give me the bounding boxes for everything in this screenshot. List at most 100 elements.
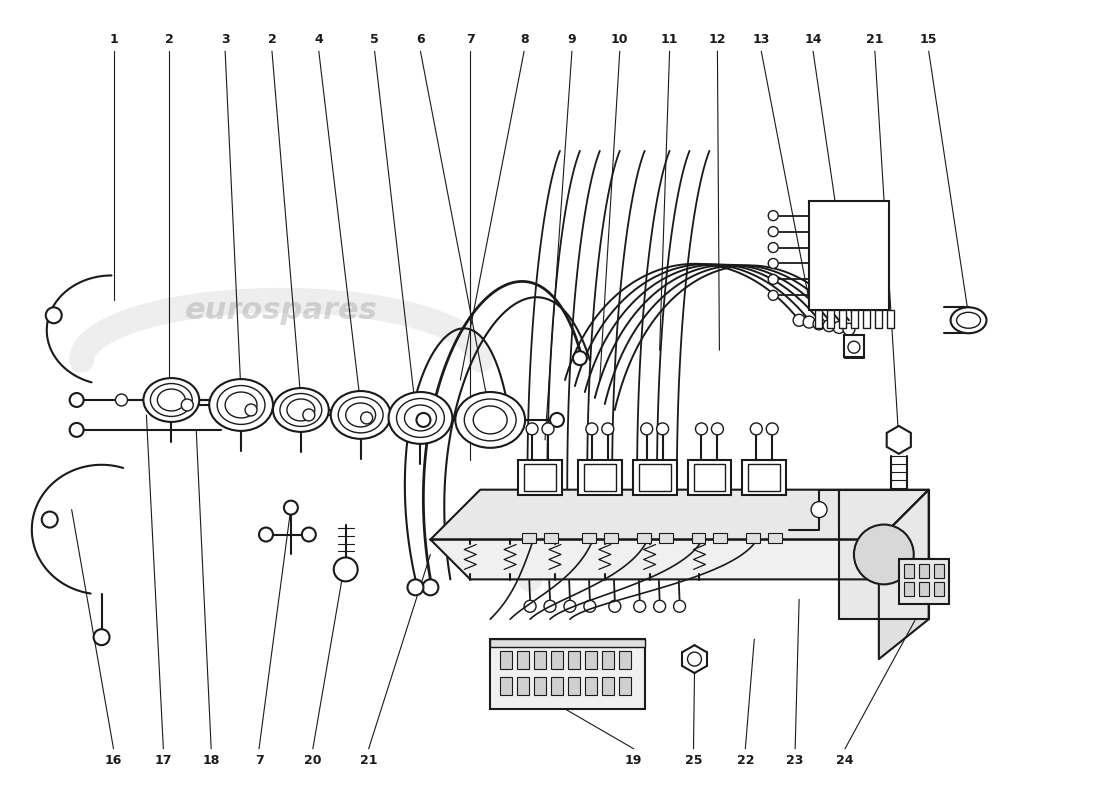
Bar	[491, 639, 645, 709]
Circle shape	[422, 579, 439, 595]
Text: 2: 2	[165, 33, 174, 46]
Circle shape	[416, 408, 429, 422]
Bar	[585, 651, 597, 669]
Ellipse shape	[273, 388, 329, 432]
Text: 9: 9	[568, 33, 576, 46]
Text: 13: 13	[752, 33, 770, 46]
Bar	[568, 651, 580, 669]
Text: 7: 7	[254, 754, 263, 767]
Circle shape	[224, 393, 238, 407]
Circle shape	[284, 501, 298, 514]
Circle shape	[750, 423, 762, 435]
Circle shape	[586, 423, 597, 435]
Text: 12: 12	[708, 33, 726, 46]
Ellipse shape	[151, 383, 192, 417]
Circle shape	[768, 210, 778, 221]
Circle shape	[673, 600, 685, 612]
Bar	[639, 464, 671, 490]
Bar	[602, 677, 614, 695]
Circle shape	[653, 600, 666, 612]
Text: 18: 18	[202, 754, 220, 767]
Bar	[918, 565, 928, 578]
Text: 14: 14	[804, 33, 822, 46]
Polygon shape	[839, 490, 928, 619]
Circle shape	[354, 403, 367, 417]
Bar	[585, 677, 597, 695]
Circle shape	[768, 226, 778, 237]
Circle shape	[573, 351, 587, 365]
Bar	[604, 533, 618, 542]
Bar	[693, 464, 725, 490]
Circle shape	[94, 630, 110, 645]
Bar	[535, 651, 546, 669]
Circle shape	[302, 409, 315, 421]
Bar	[517, 651, 529, 669]
Text: 10: 10	[610, 33, 628, 46]
Text: 20: 20	[304, 754, 321, 767]
Bar	[692, 533, 705, 542]
Ellipse shape	[157, 389, 185, 411]
Bar	[862, 310, 870, 328]
Circle shape	[602, 423, 614, 435]
Ellipse shape	[957, 312, 980, 328]
Circle shape	[843, 323, 855, 335]
Circle shape	[69, 393, 84, 407]
Circle shape	[69, 423, 84, 437]
Circle shape	[768, 242, 778, 253]
Ellipse shape	[473, 406, 507, 434]
Circle shape	[544, 600, 556, 612]
Text: 4: 4	[315, 33, 323, 46]
Bar	[810, 201, 889, 310]
Text: eurospares: eurospares	[185, 296, 377, 325]
Ellipse shape	[209, 379, 273, 431]
Circle shape	[803, 316, 815, 328]
Ellipse shape	[279, 394, 322, 426]
Text: 7: 7	[466, 33, 475, 46]
Ellipse shape	[388, 392, 452, 444]
Ellipse shape	[226, 392, 257, 418]
Bar	[844, 335, 864, 357]
Circle shape	[417, 413, 430, 427]
Circle shape	[477, 411, 492, 425]
Circle shape	[584, 600, 596, 612]
Circle shape	[811, 502, 827, 518]
Bar	[851, 310, 858, 328]
Bar	[934, 565, 944, 578]
Bar	[768, 533, 782, 542]
Circle shape	[116, 394, 128, 406]
Circle shape	[333, 558, 358, 582]
Bar	[535, 677, 546, 695]
Text: 15: 15	[920, 33, 937, 46]
Ellipse shape	[331, 391, 390, 439]
Text: 25: 25	[684, 754, 702, 767]
Bar	[584, 464, 616, 490]
Circle shape	[688, 652, 702, 666]
Bar	[544, 533, 558, 542]
Polygon shape	[430, 539, 918, 579]
Bar	[688, 460, 732, 494]
Ellipse shape	[338, 397, 383, 433]
Ellipse shape	[950, 307, 987, 334]
Circle shape	[768, 274, 778, 285]
Bar	[551, 651, 563, 669]
Bar	[524, 464, 556, 490]
Circle shape	[361, 412, 373, 424]
Text: 11: 11	[661, 33, 679, 46]
Circle shape	[712, 423, 724, 435]
Bar	[522, 533, 536, 542]
Text: 6: 6	[416, 33, 425, 46]
Bar	[827, 310, 834, 328]
Bar	[582, 533, 596, 542]
Text: 16: 16	[104, 754, 122, 767]
Bar	[815, 310, 822, 328]
Circle shape	[657, 423, 669, 435]
Circle shape	[823, 320, 835, 332]
Text: 23: 23	[786, 754, 804, 767]
Text: 22: 22	[737, 754, 755, 767]
Circle shape	[634, 600, 646, 612]
Circle shape	[833, 322, 845, 334]
Circle shape	[564, 600, 576, 612]
Bar	[568, 677, 580, 695]
Bar	[500, 677, 513, 695]
Ellipse shape	[143, 378, 199, 422]
